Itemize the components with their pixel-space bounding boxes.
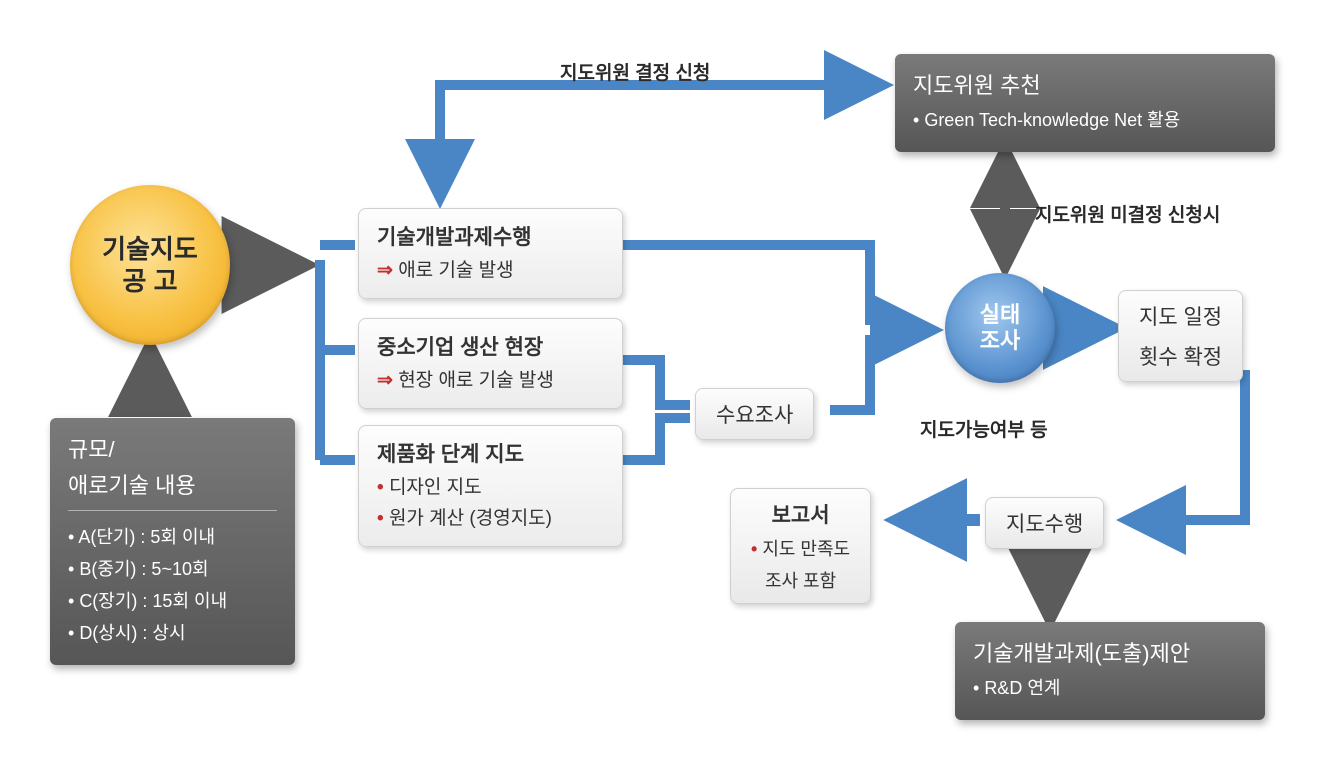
card2-sub: 현장 애로 기술 발생 — [398, 370, 554, 391]
survey-circle: 실태 조사 — [945, 273, 1055, 383]
card2-heading: 중소기업 생산 현장 — [377, 331, 604, 361]
proposal-title: 기술개발과제(도출)제안 — [973, 636, 1247, 668]
scale-item: C(장기) : 15회 이내 — [68, 587, 277, 613]
recommend-panel: 지도위원 추천 Green Tech-knowledge Net 활용 — [895, 54, 1275, 152]
proposal-panel: 기술개발과제(도출)제안 R&D 연계 — [955, 622, 1265, 720]
guidance-card: 지도수행 — [985, 497, 1104, 549]
proposal-bullet: R&D 연계 — [973, 674, 1247, 700]
scale-item: B(중기) : 5~10회 — [68, 555, 277, 581]
scale-title2: 애로기술 내용 — [68, 468, 277, 500]
flowchart-canvas: 기술지도 공 고 규모/ 애로기술 내용 A(단기) : 5회 이내 B(중기)… — [0, 0, 1319, 763]
report-line1: 지도 만족도 — [751, 535, 850, 561]
survey-line1: 실태 — [980, 302, 1020, 328]
schedule-card: 지도 일정 횟수 확정 — [1118, 290, 1243, 382]
scale-title1: 규모/ — [68, 432, 277, 464]
recommend-title: 지도위원 추천 — [913, 68, 1257, 100]
scale-panel: 규모/ 애로기술 내용 A(단기) : 5회 이내 B(중기) : 5~10회 … — [50, 418, 295, 665]
announcement-circle: 기술지도 공 고 — [70, 185, 230, 345]
label-feasibility: 지도가능여부 등 — [920, 415, 1048, 442]
guidance-label: 지도수행 — [1006, 513, 1083, 536]
card-tech-dev: 기술개발과제수행 ⇒ 애로 기술 발생 — [358, 208, 623, 299]
card3-bullet: 원가 계산 (경영지도) — [377, 503, 604, 530]
red-arrow-icon: ⇒ — [377, 370, 398, 391]
schedule-line1: 지도 일정 — [1139, 301, 1222, 331]
announcement-line2: 공 고 — [102, 265, 198, 298]
survey-line2: 조사 — [980, 328, 1020, 354]
recommend-bullet: Green Tech-knowledge Net 활용 — [913, 106, 1257, 132]
scale-item: A(단기) : 5회 이내 — [68, 523, 277, 549]
card1-heading: 기술개발과제수행 — [377, 221, 604, 251]
report-line2: 조사 포함 — [751, 567, 850, 593]
demand-survey-label: 수요조사 — [716, 404, 793, 427]
report-card: 보고서 지도 만족도 조사 포함 — [730, 488, 871, 604]
red-arrow-icon: ⇒ — [377, 260, 398, 281]
announcement-line1: 기술지도 — [102, 233, 198, 266]
card1-sub: 애로 기술 발생 — [398, 260, 513, 281]
label-mid-right: 지도위원 미결정 신청시 — [1035, 200, 1220, 227]
schedule-line2: 횟수 확정 — [1139, 341, 1222, 371]
card-sme-site: 중소기업 생산 현장 ⇒ 현장 애로 기술 발생 — [358, 318, 623, 409]
card-product-stage: 제품화 단계 지도 디자인 지도 원가 계산 (경영지도) — [358, 425, 623, 547]
report-title: 보고서 — [751, 499, 850, 529]
card3-bullet: 디자인 지도 — [377, 472, 604, 499]
card3-heading: 제품화 단계 지도 — [377, 438, 604, 468]
scale-item: D(상시) : 상시 — [68, 619, 277, 645]
demand-survey-card: 수요조사 — [695, 388, 814, 440]
label-top-edge: 지도위원 결정 신청 — [560, 58, 710, 85]
